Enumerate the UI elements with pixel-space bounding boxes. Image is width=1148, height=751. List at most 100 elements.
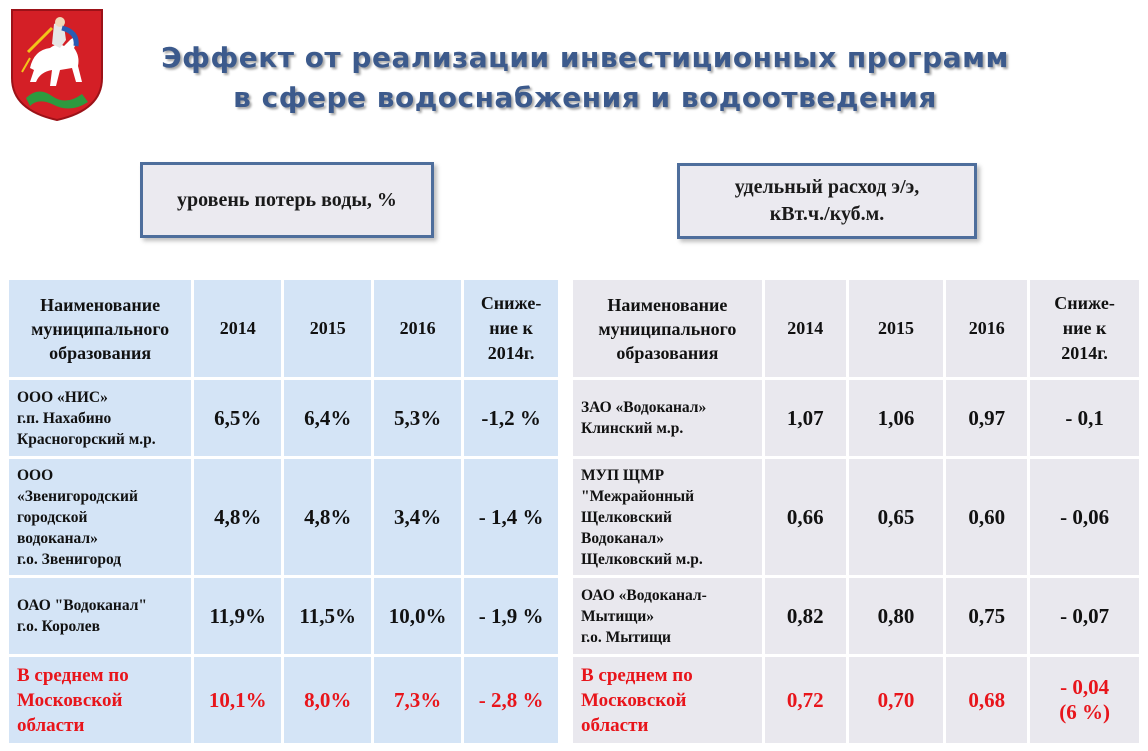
value-2016: 3,4%: [374, 459, 462, 575]
row-name-line: г.о. Королев: [17, 618, 100, 635]
value-2014: 0,72: [764, 657, 846, 743]
value-2015: 8,0%: [284, 657, 372, 743]
metric-label-energy-line1: удельный расход э/э,: [734, 176, 920, 198]
water-loss-table: Наименование муниципального образования …: [6, 277, 561, 746]
page-title: Эффект от реализации инвестиционных прог…: [120, 38, 1050, 118]
row-name: ООО «Звенигородский городской водоканал»…: [9, 459, 192, 575]
row-name-line: Московской: [581, 689, 687, 711]
header-decrease-line2: ние к: [1062, 318, 1107, 338]
row-name-line: Красногорский м.р.: [17, 430, 156, 448]
row-name-line: Щелковский: [581, 508, 672, 526]
row-name-line: г.о. Звенигород: [17, 550, 122, 568]
row-name: ОАО "Водоканал" г.о. Королев: [9, 578, 192, 654]
header-2014: 2014: [764, 280, 846, 377]
value-decrease: - 0,04 (6 %): [1030, 657, 1139, 743]
header-name-line1: Наименование: [607, 294, 728, 315]
metric-label-water-loss-text: уровень потерь воды, %: [177, 188, 397, 211]
row-name-line: городской: [17, 508, 88, 526]
value-2016: 7,3%: [374, 657, 462, 743]
header-decrease: Сниже- ние к 2014г.: [464, 280, 558, 377]
coat-of-arms-icon: [11, 9, 103, 122]
value-decrease-line1: - 0,04: [1060, 675, 1110, 699]
value-2015: 6,4%: [284, 380, 372, 456]
row-name-line: ЗАО «Водоканал»: [581, 399, 707, 416]
energy-consumption-table: Наименование муниципального образования …: [570, 277, 1142, 746]
row-name-line: «Звенигородский: [17, 487, 138, 505]
row-name-line: Мытищи»: [581, 607, 655, 625]
value-decrease: - 2,8 %: [464, 657, 558, 743]
value-2014: 4,8%: [194, 459, 282, 575]
row-name-line: МУП ЩМР: [581, 466, 665, 484]
value-2014: 0,66: [764, 459, 846, 575]
value-2016: 5,3%: [374, 380, 462, 456]
header-decrease: Сниже- ние к 2014г.: [1030, 280, 1139, 377]
table-header-row: Наименование муниципального образования …: [573, 280, 1139, 377]
header-decrease-line1: Сниже-: [480, 293, 542, 313]
value-2014: 0,82: [764, 578, 846, 654]
value-decrease: - 1,9 %: [464, 578, 558, 654]
row-name-line: Клинский м.р.: [581, 420, 684, 437]
header-name: Наименование муниципального образования: [573, 280, 762, 377]
metric-label-energy-line2: кВт.ч./куб.м.: [769, 203, 885, 225]
row-name-line: Щелковский м.р.: [581, 550, 703, 568]
value-2015: 4,8%: [284, 459, 372, 575]
metric-label-energy-text: удельный расход э/э, кВт.ч./куб.м.: [735, 174, 920, 228]
row-name: ООО «НИС» г.п. Нахабино Красногорский м.…: [9, 380, 192, 456]
header-name: Наименование муниципального образования: [9, 280, 192, 377]
value-decrease-line2: (6 %): [1059, 700, 1110, 724]
row-name-line: г.п. Нахабино: [17, 409, 112, 427]
value-decrease: - 0,1: [1030, 380, 1139, 456]
value-2015: 0,70: [848, 657, 944, 743]
page-title-line2: в сфере водоснабжения и водоотведения: [233, 81, 937, 114]
page-title-line1: Эффект от реализации инвестиционных прог…: [161, 41, 1009, 74]
header-decrease-line2: ние к: [489, 318, 533, 338]
header-2016: 2016: [946, 280, 1028, 377]
row-name-line: области: [17, 714, 85, 736]
value-2016: 0,97: [946, 380, 1028, 456]
header-2015: 2015: [848, 280, 944, 377]
row-name-line: "Межрайонный: [581, 487, 695, 505]
value-2016: 0,75: [946, 578, 1028, 654]
row-name-line: ООО: [17, 466, 54, 484]
header-name-line3: образования: [616, 342, 719, 363]
metric-label-water-loss: уровень потерь воды, %: [140, 162, 434, 238]
table-row: ООО «Звенигородский городской водоканал»…: [9, 459, 558, 575]
table-row-average: В среднем по Московской области 10,1% 8,…: [9, 657, 558, 743]
row-name-line: водоканал»: [17, 529, 98, 547]
row-name: В среднем по Московской области: [573, 657, 762, 743]
value-2014: 10,1%: [194, 657, 282, 743]
value-2015: 11,5%: [284, 578, 372, 654]
value-decrease: - 0,07: [1030, 578, 1139, 654]
header-decrease-line1: Сниже-: [1054, 293, 1115, 313]
header-name-line3: образования: [49, 342, 152, 363]
header-name-line1: Наименование: [40, 294, 161, 315]
value-2015: 0,65: [848, 459, 944, 575]
value-2016: 10,0%: [374, 578, 462, 654]
value-2014: 1,07: [764, 380, 846, 456]
row-name-line: ОАО "Водоканал": [17, 597, 148, 614]
row-name-line: В среднем по: [17, 664, 129, 686]
value-decrease: -1,2 %: [464, 380, 558, 456]
row-name: В среднем по Московской области: [9, 657, 192, 743]
row-name-line: Московской: [17, 689, 123, 711]
row-name-line: области: [581, 714, 649, 736]
header-name-line2: муниципального: [31, 318, 170, 339]
header-decrease-line3: 2014г.: [1061, 343, 1108, 363]
row-name-line: ООО «НИС»: [17, 388, 108, 406]
table-row: МУП ЩМР "Межрайонный Щелковский Водокана…: [573, 459, 1139, 575]
row-name-line: Водоканал»: [581, 529, 664, 547]
row-name-line: г.о. Мытищи: [581, 628, 671, 646]
header-2015: 2015: [284, 280, 372, 377]
value-2014: 6,5%: [194, 380, 282, 456]
value-2015: 1,06: [848, 380, 944, 456]
value-decrease: - 0,06: [1030, 459, 1139, 575]
header-decrease-line3: 2014г.: [487, 343, 535, 363]
table-row: ООО «НИС» г.п. Нахабино Красногорский м.…: [9, 380, 558, 456]
table-header-row: Наименование муниципального образования …: [9, 280, 558, 377]
row-name-line: В среднем по: [581, 664, 693, 686]
value-2014: 11,9%: [194, 578, 282, 654]
table-row: ЗАО «Водоканал» Клинский м.р. 1,07 1,06 …: [573, 380, 1139, 456]
table-row: ОАО «Водоканал- Мытищи» г.о. Мытищи 0,82…: [573, 578, 1139, 654]
row-name: ЗАО «Водоканал» Клинский м.р.: [573, 380, 762, 456]
header-2014: 2014: [194, 280, 282, 377]
